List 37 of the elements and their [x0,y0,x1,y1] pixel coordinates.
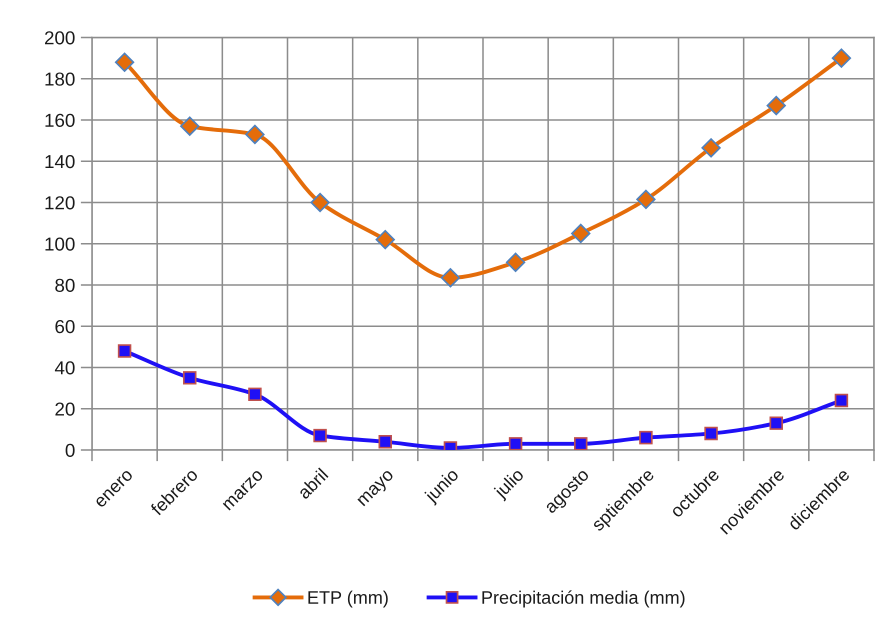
point [180,116,200,136]
y-tick-label: 100 [45,237,75,251]
y-tick-label: 200 [44,31,75,44]
point [508,437,522,450]
point [766,96,786,116]
legend-label: Precipitación media (mm) [482,590,685,608]
y-tick-label: 0 [66,444,75,457]
y-tick-label: 20 [55,402,75,416]
point [770,416,783,430]
y-tick-label: 40 [54,361,75,374]
point [313,428,327,442]
point [114,52,134,72]
point [440,268,460,288]
point [574,437,588,450]
y-tick-label: 60 [55,320,75,334]
point [636,190,656,210]
point [310,192,330,212]
point [704,426,718,440]
y-tick-label: 80 [55,278,75,292]
point [571,224,590,244]
legend-label: ETP (mm) [308,590,388,608]
point [376,230,395,250]
x-tick-label: julio [492,467,527,502]
point [832,48,852,68]
point [506,252,526,272]
point [183,371,196,385]
point [118,344,132,358]
point [248,388,262,402]
point [639,430,653,444]
y-tick-label: 160 [45,114,75,127]
point [701,138,721,158]
point [834,394,848,408]
point [245,124,265,144]
point [378,435,392,448]
y-tick-label: 140 [45,154,75,168]
y-tick-label: 120 [45,196,75,210]
y-tick-label: 180 [45,72,75,86]
